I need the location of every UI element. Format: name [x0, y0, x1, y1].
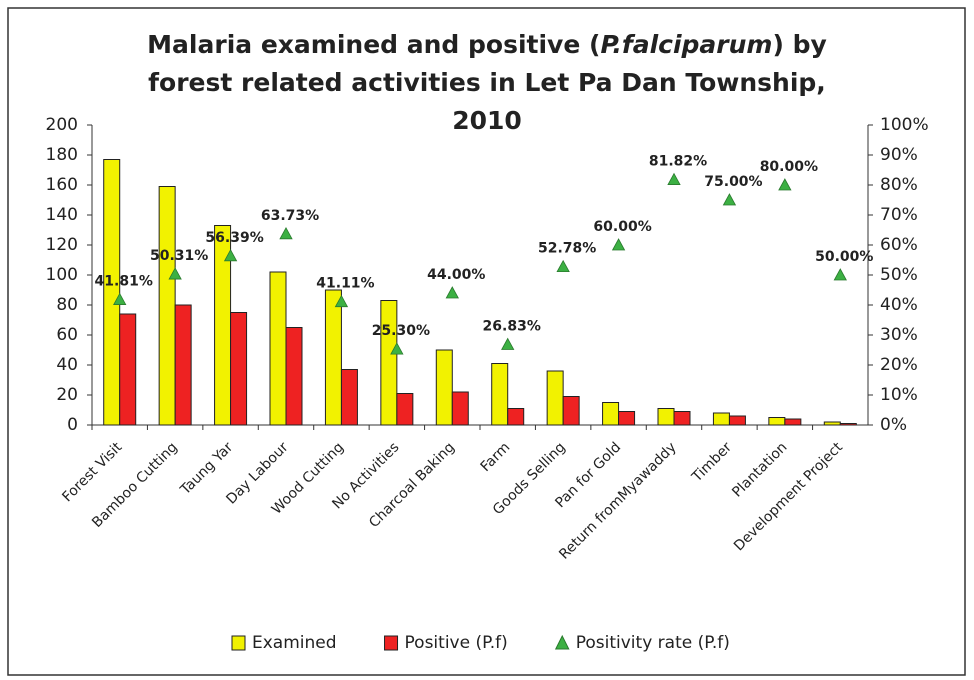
y-tick-label: 100: [46, 265, 78, 285]
y2-tick-label: 50%: [880, 265, 918, 285]
legend-label: Positive (P.f): [405, 633, 508, 653]
frame: [7, 7, 966, 676]
x-tick-label: Return fromMyawaddy: [556, 439, 679, 562]
bar: [657, 408, 675, 426]
bar: [546, 370, 564, 426]
bar: [451, 391, 469, 426]
marker: [334, 294, 349, 308]
y2-tick-label: 100%: [880, 115, 929, 135]
bar: [602, 402, 620, 426]
marker: [168, 267, 182, 280]
legend-label: Positivity rate (P.f): [576, 633, 730, 653]
marker: [611, 238, 626, 251]
legend-swatch: [231, 635, 246, 651]
chart-title: Malaria examined and positive (P.falcipa…: [137, 26, 837, 140]
x-tick-label: Timber: [688, 439, 735, 486]
y2-tick-label: 70%: [880, 205, 918, 225]
y2-tick-label: 0%: [880, 415, 907, 435]
y-tick-label: 200: [46, 115, 78, 135]
bar: [673, 411, 691, 426]
bar: [269, 271, 287, 426]
bar: [562, 396, 580, 426]
legend-swatch: [384, 635, 399, 651]
bar: [324, 289, 342, 426]
bar: [618, 411, 636, 426]
marker: [556, 259, 570, 273]
marker: [113, 292, 127, 305]
data-label: 50.00%: [815, 249, 873, 265]
y-tick-label: 60: [56, 325, 78, 345]
data-label: 25.30%: [372, 323, 430, 339]
y2-tick-label: 20%: [880, 355, 918, 375]
data-label: 80.00%: [760, 159, 818, 175]
y-tick-label: 20: [56, 385, 78, 405]
y-tick-label: 120: [46, 235, 78, 255]
title-part: P.falciparum: [600, 30, 773, 59]
bar: [340, 369, 358, 426]
bar: [491, 363, 509, 426]
title-part: ) by forest related activities in Let Pa…: [148, 30, 827, 135]
bar: [396, 393, 414, 426]
bar: [839, 423, 857, 426]
bar: [507, 408, 525, 426]
bar: [380, 300, 398, 426]
y2-tick-label: 10%: [880, 385, 918, 405]
data-label: 75.00%: [704, 174, 762, 190]
bar: [103, 159, 121, 426]
x-tick-label: Farm: [478, 439, 514, 475]
y-tick-label: 40: [56, 355, 78, 375]
title-part: Malaria examined and positive (: [147, 30, 601, 59]
x-tick-label: Development Project: [731, 439, 846, 554]
bar: [784, 418, 802, 426]
y-tick-label: 180: [46, 145, 78, 165]
marker: [833, 268, 847, 281]
bar: [768, 417, 786, 426]
legend-label: Examined: [252, 633, 337, 653]
bar: [230, 312, 248, 426]
bar: [119, 313, 137, 426]
y2-tick-label: 60%: [880, 235, 918, 255]
y-tick-label: 80: [56, 295, 78, 315]
bar: [823, 421, 841, 426]
data-label: 81.82%: [649, 154, 707, 170]
data-label: 41.11%: [316, 276, 374, 292]
bar: [435, 349, 453, 426]
data-label: 63.73%: [261, 208, 319, 224]
marker: [778, 178, 792, 191]
marker: [390, 342, 404, 355]
data-label: 44.00%: [427, 267, 485, 283]
data-label: 52.78%: [538, 241, 596, 257]
y2-tick-label: 30%: [880, 325, 918, 345]
data-label: 56.39%: [205, 230, 263, 246]
y-tick-label: 160: [46, 175, 78, 195]
data-label: 60.00%: [593, 219, 651, 235]
marker: [667, 172, 681, 185]
bar: [728, 415, 746, 426]
marker: [501, 337, 515, 350]
data-label: 26.83%: [483, 319, 541, 335]
bar: [174, 304, 192, 426]
y2-tick-label: 80%: [880, 175, 918, 195]
x-tick-label: Taung Yar: [177, 439, 236, 498]
marker: [223, 248, 238, 262]
y2-tick-label: 90%: [880, 145, 918, 165]
marker: [722, 193, 737, 206]
marker: [445, 286, 459, 299]
marker: [279, 226, 293, 240]
y2-tick-label: 40%: [880, 295, 918, 315]
y-tick-label: 0: [67, 415, 78, 435]
bar: [712, 412, 730, 426]
y-tick-label: 140: [46, 205, 78, 225]
legend-swatch: [554, 634, 570, 650]
bar: [285, 327, 303, 426]
bar: [158, 186, 176, 426]
data-label: 41.81%: [95, 274, 153, 290]
data-label: 50.31%: [150, 248, 208, 264]
